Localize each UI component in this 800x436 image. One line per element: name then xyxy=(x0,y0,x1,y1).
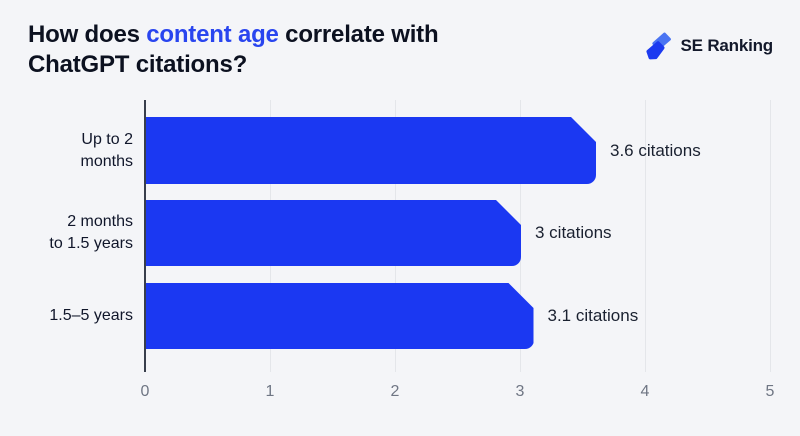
category-label: 2 months to 1.5 years xyxy=(0,200,133,266)
category-line: Up to 2 xyxy=(81,130,133,148)
bar-chart: Up to 2 months 3.6 citations 2 months to… xyxy=(0,100,800,436)
bar-1-5-to-5-years xyxy=(146,283,534,349)
gridline-5 xyxy=(770,100,771,372)
x-tick-4: 4 xyxy=(640,383,650,400)
category-line: 2 months xyxy=(67,213,133,230)
bar-row-up-to-2-months: Up to 2 months 3.6 citations xyxy=(0,117,800,184)
bar-row-1-5-to-5-years: 1.5–5 years 3.1 citations xyxy=(0,283,800,349)
se-ranking-logo: SE Ranking xyxy=(643,30,773,62)
x-tick-1: 1 xyxy=(265,383,275,400)
x-tick-5: 5 xyxy=(765,383,775,400)
title-accent: content age xyxy=(146,21,279,48)
bar-up-to-2-months xyxy=(146,117,596,184)
gridline-4 xyxy=(645,100,646,372)
category-line: 1.5–5 years xyxy=(49,307,133,324)
value-label: 3 citations xyxy=(535,223,612,242)
value-label: 3.1 citations xyxy=(547,306,639,325)
bar-2-months-to-1-5-years xyxy=(146,200,521,266)
logo-text: SE Ranking xyxy=(680,36,774,55)
page-title: How does content age correlate with Chat… xyxy=(28,20,468,80)
x-tick-0: 0 xyxy=(140,383,150,400)
lightning-icon xyxy=(643,30,673,62)
y-axis-line xyxy=(144,100,146,372)
x-tick-2: 2 xyxy=(390,383,400,400)
category-label: Up to 2 months xyxy=(0,117,133,184)
x-tick-3: 3 xyxy=(515,383,525,400)
bar-row-2-months-to-1-5-years: 2 months to 1.5 years 3 citations xyxy=(0,200,800,266)
title-suffix: correlate with ChatGPT citations? xyxy=(28,21,439,78)
category-line: to 1.5 years xyxy=(49,235,133,252)
category-label: 1.5–5 years xyxy=(0,283,133,349)
title-prefix: How does xyxy=(28,21,147,48)
value-label: 3.6 citations xyxy=(610,140,701,160)
header: How does content age correlate with Chat… xyxy=(28,20,773,80)
category-line: months xyxy=(80,152,133,170)
